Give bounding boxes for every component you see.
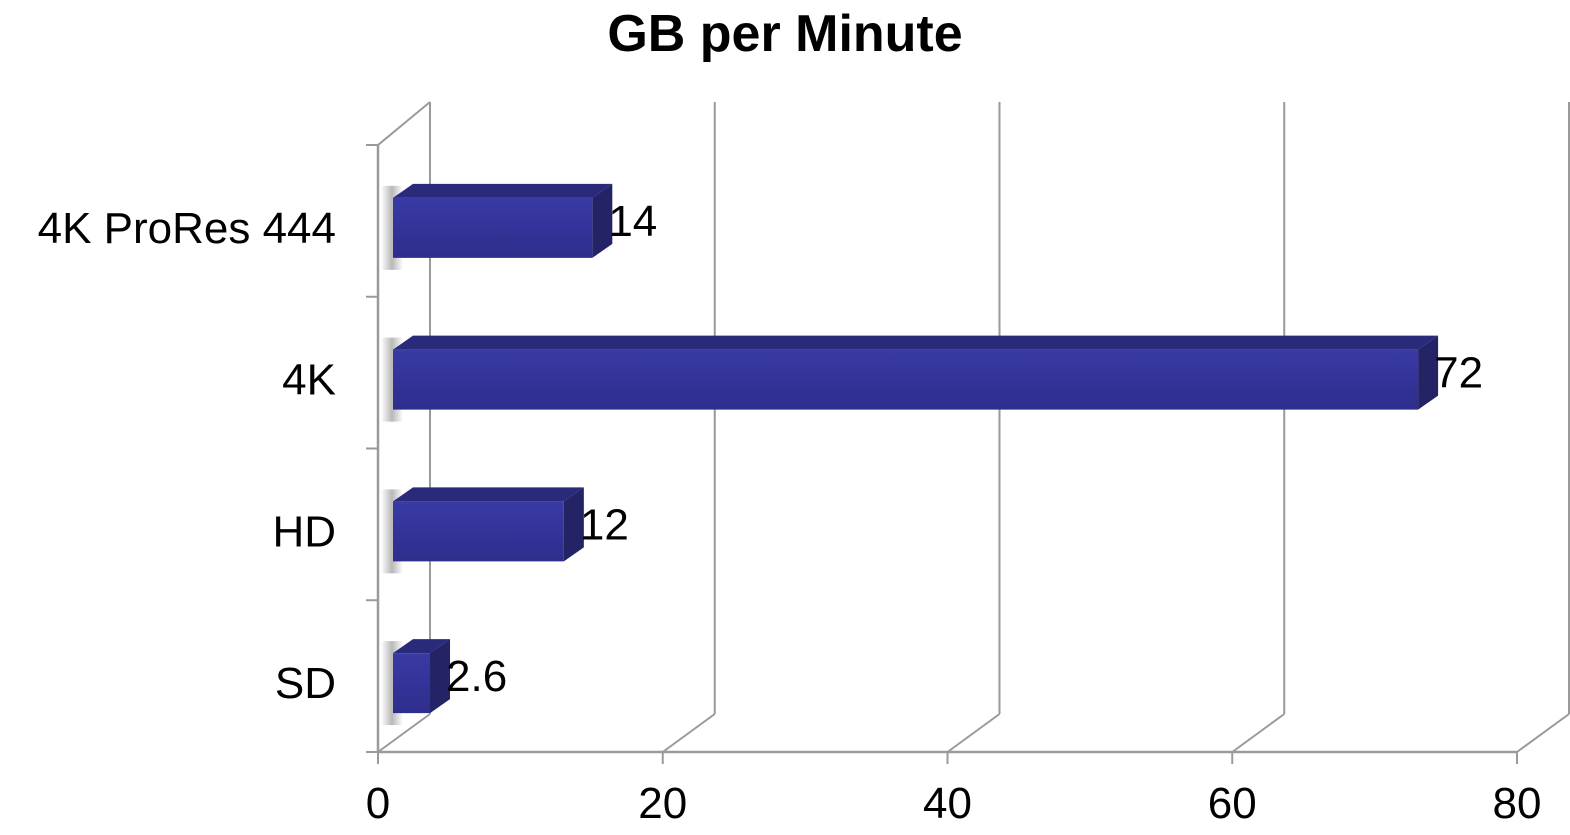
floor-gridline xyxy=(1516,713,1570,753)
bar-side-face xyxy=(563,487,584,562)
top-wall-edge xyxy=(377,101,431,146)
bar xyxy=(393,349,1419,410)
bar-top-face xyxy=(393,487,584,502)
bar xyxy=(393,197,593,258)
x-tick-label: 40 xyxy=(923,779,972,828)
data-label: 2.6 xyxy=(446,652,507,701)
x-tick-label: 0 xyxy=(366,779,390,828)
floor-gridline xyxy=(1231,713,1285,753)
category-label: 4K xyxy=(282,356,336,405)
bar-top-face xyxy=(393,183,613,198)
bar-side-face xyxy=(1418,335,1439,410)
category-label: 4K ProRes 444 xyxy=(38,204,336,253)
data-label: 14 xyxy=(608,197,657,246)
floor-gridline xyxy=(377,713,431,753)
x-tick-label: 80 xyxy=(1493,779,1542,828)
bar-side-face xyxy=(430,639,451,714)
bar xyxy=(393,501,564,562)
floor-gridline xyxy=(662,713,716,753)
data-label: 72 xyxy=(1434,349,1483,398)
x-tick-label: 20 xyxy=(638,779,687,828)
bar-top-face xyxy=(393,335,1439,350)
bar xyxy=(393,653,431,714)
category-label: HD xyxy=(272,507,336,556)
bar-side-face xyxy=(592,183,613,258)
bar-top-face xyxy=(393,639,451,654)
category-label: SD xyxy=(275,659,336,708)
chart-title: GB per Minute xyxy=(607,5,963,63)
x-tick-label: 60 xyxy=(1208,779,1257,828)
data-label: 12 xyxy=(580,500,629,549)
floor-gridline xyxy=(946,713,1001,753)
